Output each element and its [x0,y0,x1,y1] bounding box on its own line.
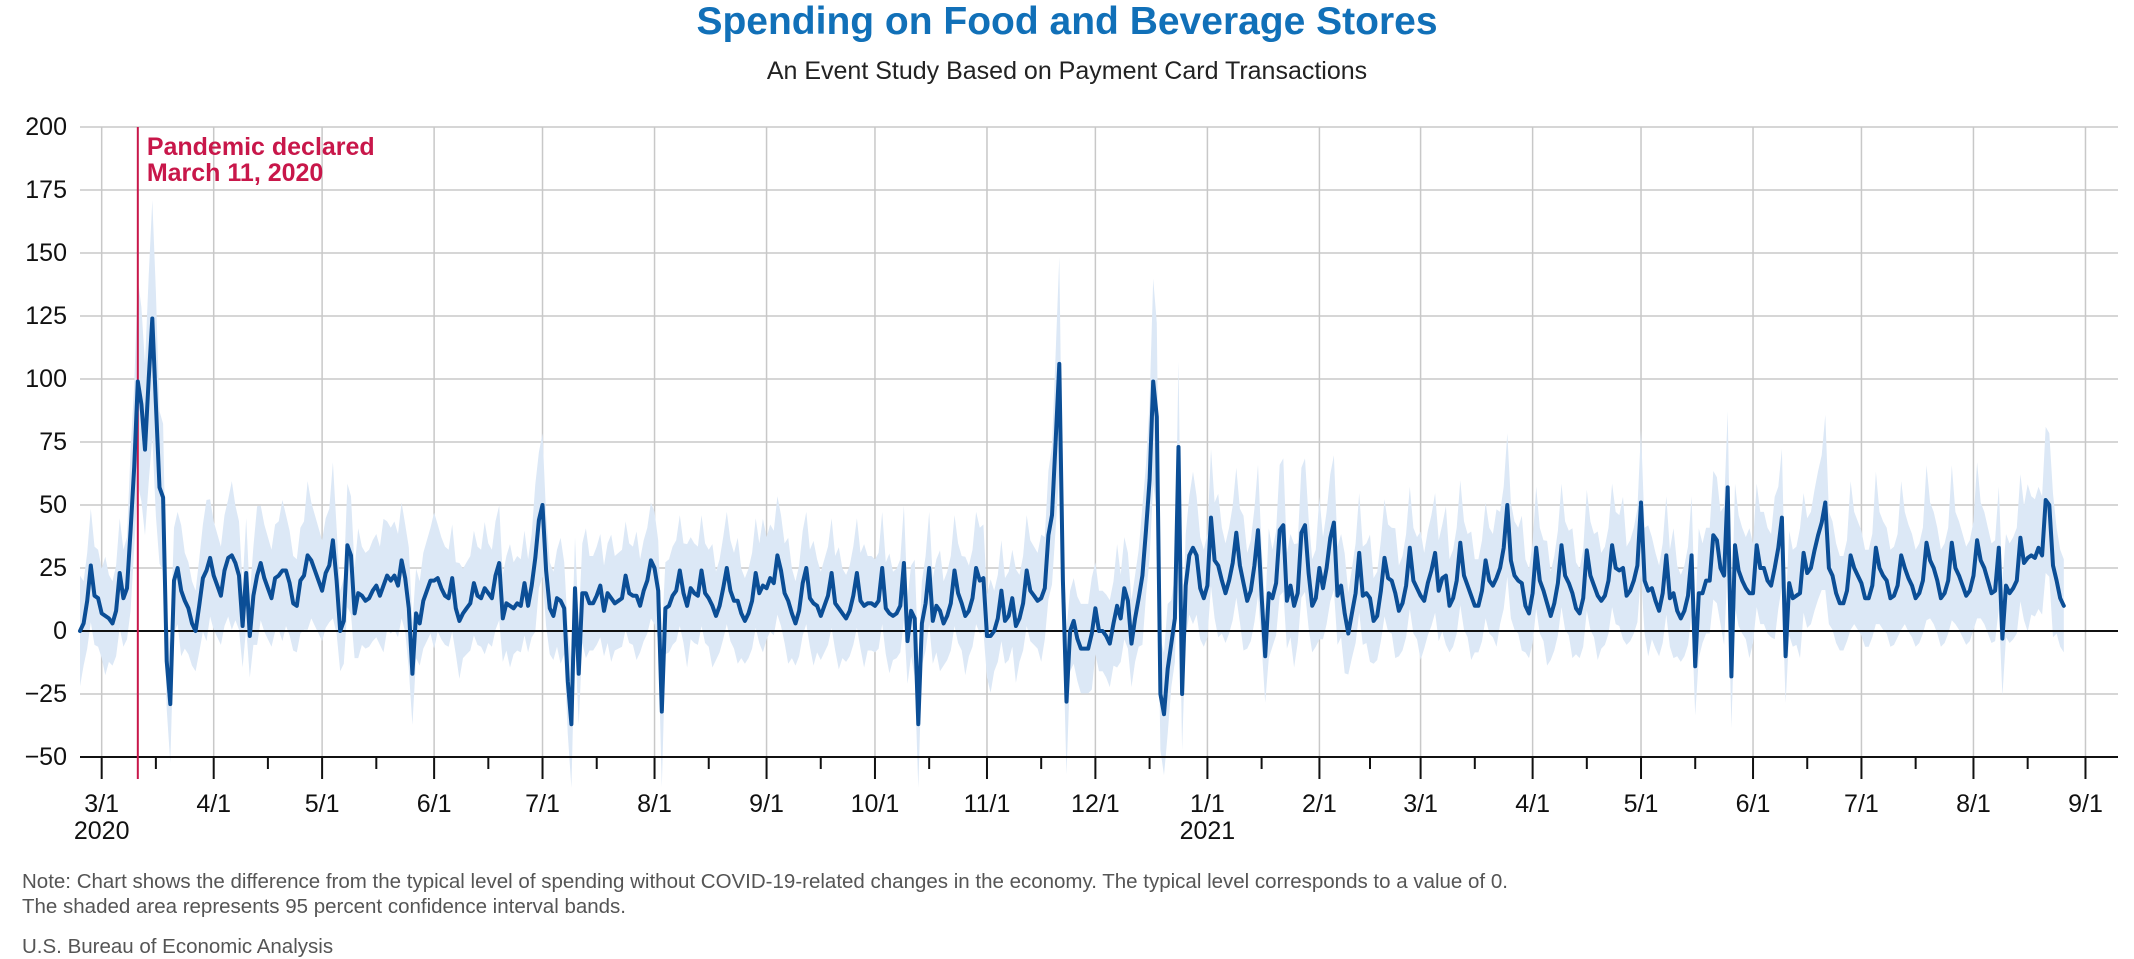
x-tick-label: 4/1 [196,790,231,818]
x-year-label: 2020 [74,817,130,845]
y-tick-label: 50 [39,491,67,519]
y-tick-label: 0 [53,617,67,645]
chart-title: Spending on Food and Beverage Stores [696,0,1438,43]
x-tick-label: 10/1 [851,790,900,818]
x-year-label: 2021 [1180,817,1236,845]
source-credit: U.S. Bureau of Economic Analysis [22,935,334,958]
x-tick-label: 9/1 [749,790,784,818]
series-group [78,316,2066,727]
x-tick-label: 9/1 [2068,790,2103,818]
chart-note: Note: Chart shows the difference from th… [22,870,1508,893]
y-tick-label: −50 [25,743,67,771]
y-tick-label: 175 [25,176,67,204]
x-tick-label: 5/1 [305,790,340,818]
x-tick-label: 3/1 [84,790,119,818]
x-tick-label: 7/1 [1844,790,1879,818]
x-tick-label: 6/1 [1736,790,1771,818]
x-tick-label: 3/1 [1403,790,1438,818]
chart-note-band: The shaded area represents 95 percent co… [22,895,626,918]
x-tick-label: 12/1 [1071,790,1120,818]
series-line [78,316,2066,727]
y-tick-label: 100 [25,365,67,393]
y-tick-label: 25 [39,554,67,582]
chart-subtitle: An Event Study Based on Payment Card Tra… [766,57,1368,85]
confidence-band [80,200,2064,788]
x-tick-label: 11/1 [964,790,1011,818]
x-tick-label: 2/1 [1302,790,1337,818]
x-tick-label: 8/1 [1956,790,1991,818]
y-tick-label: −25 [25,680,67,708]
y-tick-label: 75 [39,428,67,456]
annotation-label-line1: Pandemic declared [147,133,375,161]
x-tick-label: 7/1 [525,790,560,818]
confidence-band-group [80,200,2064,788]
y-tick-label: 200 [25,113,67,141]
y-axis-labels: 200 175 150 125 100 75 50 25 0 −25 −50 [25,113,67,771]
x-tick-label: 8/1 [637,790,672,818]
y-tick-label: 125 [25,302,67,330]
x-tick-label: 5/1 [1624,790,1659,818]
x-tick-label: 6/1 [417,790,452,818]
annotation-label-line2: March 11, 2020 [147,159,324,187]
x-tick-label: 1/1 [1190,790,1225,818]
y-tick-label: 150 [25,239,67,267]
x-tick-label: 4/1 [1515,790,1550,818]
